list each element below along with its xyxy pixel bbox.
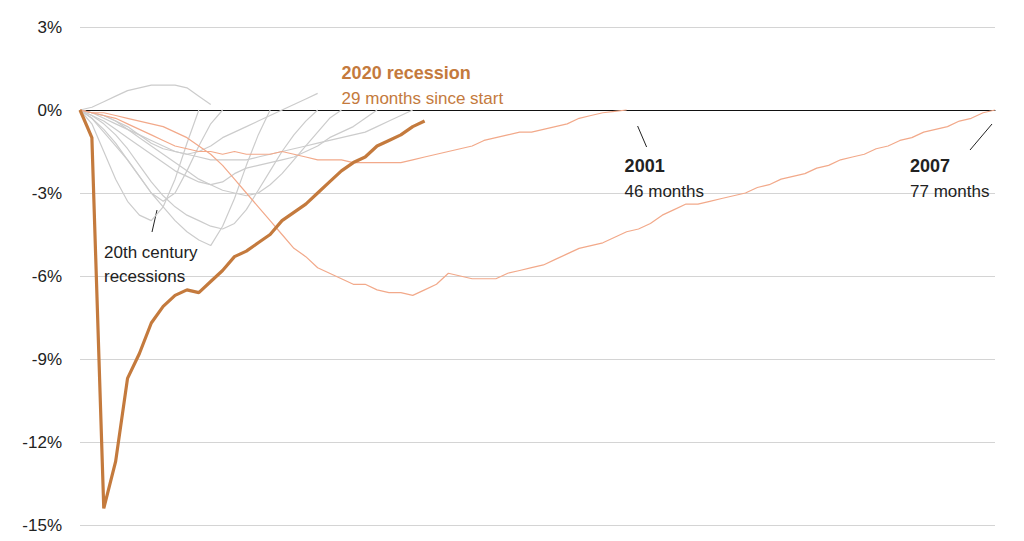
svg-text:2007: 2007 — [910, 156, 950, 176]
svg-text:0%: 0% — [37, 101, 62, 120]
svg-text:-15%: -15% — [22, 516, 62, 535]
svg-text:20th century: 20th century — [104, 243, 198, 262]
svg-text:-12%: -12% — [22, 433, 62, 452]
svg-text:recessions: recessions — [104, 267, 185, 286]
svg-text:77 months: 77 months — [910, 182, 989, 201]
svg-text:3%: 3% — [37, 18, 62, 37]
svg-text:2020 recession: 2020 recession — [342, 63, 471, 83]
svg-text:-3%: -3% — [32, 184, 62, 203]
svg-text:46 months: 46 months — [625, 182, 704, 201]
svg-text:2001: 2001 — [625, 156, 665, 176]
svg-text:29 months since start: 29 months since start — [342, 89, 504, 108]
svg-text:-6%: -6% — [32, 267, 62, 286]
svg-text:-9%: -9% — [32, 350, 62, 369]
